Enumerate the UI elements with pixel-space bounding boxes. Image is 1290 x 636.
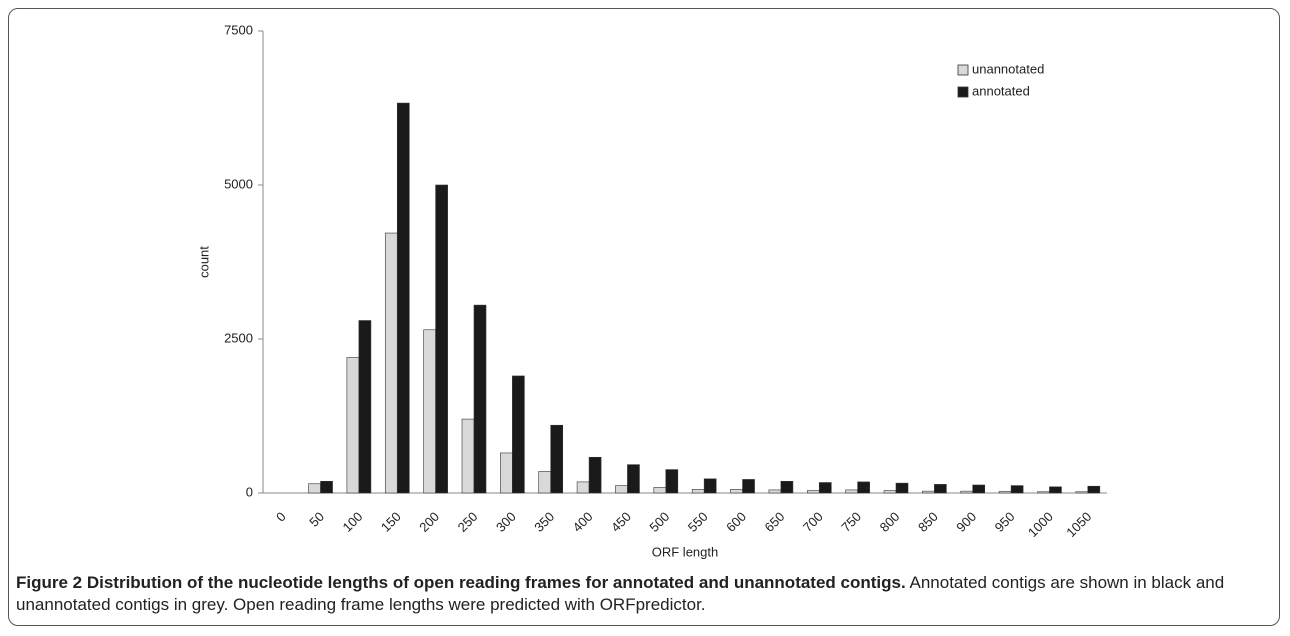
bar	[358, 320, 372, 494]
chart: 0 2500 5000 7500 count ORF length 0 50 100 150 200…	[196, 22, 1107, 559]
x-tick-label: 500	[646, 509, 672, 535]
bar	[857, 481, 870, 494]
x-tick-label: 300	[493, 509, 519, 535]
y-tick-label: 5000	[224, 176, 253, 191]
bar	[1075, 491, 1089, 494]
caption-title: Figure 2 Distribution of the nucleotide …	[16, 573, 906, 592]
y-axis-title: count	[196, 246, 211, 278]
bar	[883, 490, 897, 494]
y-tick-label: 0	[246, 484, 253, 499]
bar	[934, 484, 947, 494]
bar	[665, 469, 679, 494]
x-tick-label: 100	[340, 509, 366, 535]
bar	[818, 482, 832, 494]
x-tick-label: 850	[915, 509, 941, 535]
y-tick-label: 7500	[224, 22, 253, 37]
x-tick-label: 1050	[1063, 509, 1094, 540]
bar	[895, 482, 909, 494]
x-tick-label: 50	[306, 509, 327, 530]
bar	[1037, 491, 1050, 494]
bar	[615, 485, 628, 494]
bar	[960, 490, 974, 494]
bar	[730, 489, 743, 494]
bar	[435, 184, 448, 494]
x-tick-label: 1000	[1025, 509, 1056, 540]
caption: Figure 2 Distribution of the nucleotide …	[16, 572, 1278, 616]
bar	[922, 490, 935, 494]
x-axis-title: ORF length	[652, 544, 718, 559]
legend-label: unannotated	[972, 61, 1044, 76]
bar	[500, 452, 513, 494]
bar	[1010, 485, 1024, 494]
bar	[1049, 486, 1062, 494]
legend-swatch	[957, 64, 969, 76]
caption-text: Annotated contigs are shown in black and…	[16, 573, 1225, 614]
bar	[703, 478, 717, 494]
bar	[691, 489, 705, 494]
legend-label: annotated	[972, 83, 1030, 98]
bar	[845, 489, 858, 494]
bar	[742, 479, 755, 494]
figure-frame	[8, 8, 1280, 626]
bar	[627, 464, 640, 494]
bar	[653, 487, 667, 494]
bar	[346, 357, 360, 494]
legend-swatch	[957, 86, 969, 98]
bar	[473, 304, 487, 494]
x-tick-label: 900	[953, 509, 979, 535]
bar	[461, 418, 475, 494]
x-tick-label: 700	[800, 509, 826, 535]
x-tick-label: 400	[570, 509, 596, 535]
x-tick-label: 650	[762, 509, 788, 535]
bar	[972, 484, 986, 494]
bar	[588, 456, 602, 494]
x-tick-label: 250	[455, 509, 481, 535]
bar	[538, 471, 552, 494]
x-tick-label: 350	[531, 509, 557, 535]
x-tick-label: 800	[877, 509, 903, 535]
x-tick-label: 200	[416, 509, 442, 535]
bar	[550, 424, 564, 494]
bar	[308, 483, 321, 494]
x-tick-label: 950	[992, 509, 1018, 535]
x-tick-label: 550	[685, 509, 711, 535]
bar	[780, 480, 794, 494]
bar	[576, 481, 590, 494]
bar	[768, 489, 782, 494]
x-tick-label: 150	[378, 509, 404, 535]
bar	[806, 490, 820, 494]
bar	[396, 102, 410, 494]
x-tick-label: 450	[608, 509, 634, 535]
y-tick-label: 2500	[224, 330, 253, 345]
bar	[512, 375, 525, 494]
bar	[320, 480, 333, 494]
x-tick-label: 750	[838, 509, 864, 535]
bar	[1087, 485, 1101, 494]
x-tick-label: 0	[273, 509, 289, 525]
bar	[384, 232, 398, 494]
bar	[423, 329, 436, 494]
bar	[998, 491, 1012, 494]
x-tick-label: 600	[723, 509, 749, 535]
